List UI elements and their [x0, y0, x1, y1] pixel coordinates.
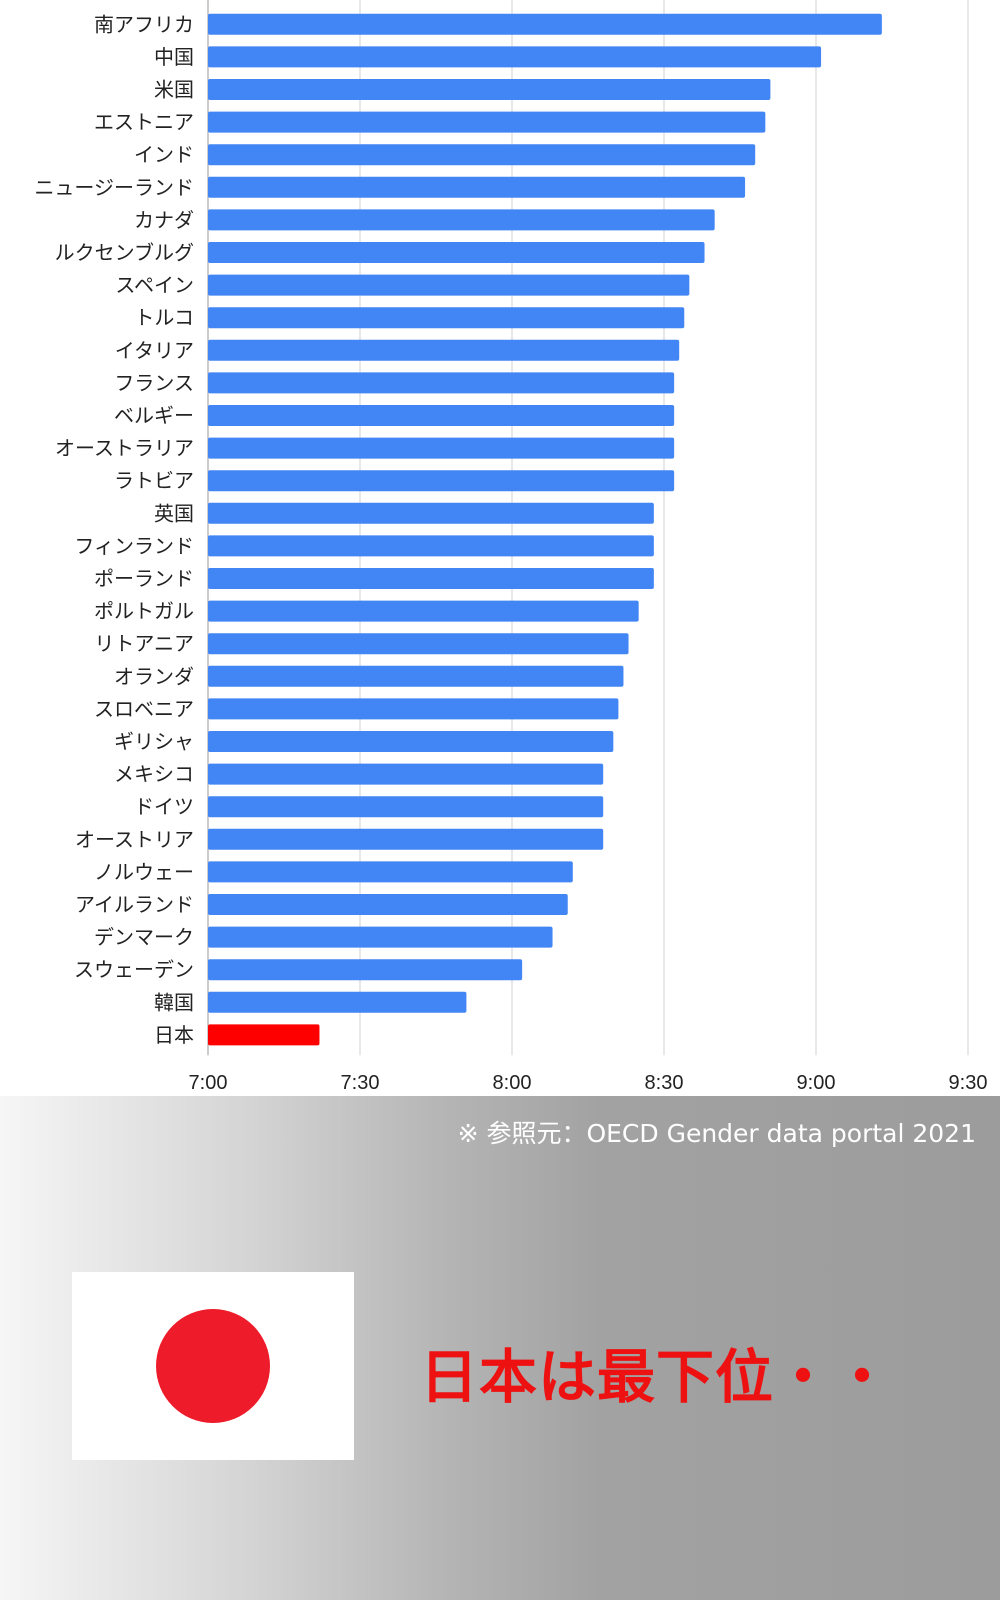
bar-ラトビア — [208, 470, 675, 492]
bar-ニュージーランド — [208, 176, 746, 198]
x-tick-label: 7:30 — [341, 1072, 380, 1094]
category-label: ギリシャ — [114, 730, 194, 754]
category-label: インド — [134, 143, 194, 167]
x-tick-label: 9:00 — [797, 1072, 836, 1094]
bar-ギリシャ — [208, 731, 614, 752]
bar-メキシコ — [208, 763, 604, 785]
category-label: フランス — [114, 371, 194, 395]
category-label: ポーランド — [94, 567, 194, 591]
bar-ノルウェー — [208, 861, 573, 883]
category-label: 英国 — [154, 501, 194, 525]
x-tick-label: 8:00 — [493, 1072, 532, 1094]
bar-ポルトガル — [208, 600, 639, 622]
category-label: カナダ — [134, 208, 194, 232]
category-label: ドイツ — [134, 795, 194, 819]
x-tick-label: 8:30 — [645, 1072, 684, 1094]
x-tick-label: 7:00 — [189, 1072, 228, 1094]
bar-南アフリカ — [208, 13, 882, 35]
source-note: ※ 参照元：OECD Gender data portal 2021 — [457, 1119, 976, 1148]
category-label: オランダ — [114, 664, 194, 688]
category-label: ラトビア — [114, 469, 194, 493]
category-label: トルコ — [134, 306, 194, 330]
category-label: ノルウェー — [94, 860, 194, 884]
bar-ドイツ — [208, 796, 604, 818]
bar-米国 — [208, 79, 771, 100]
bar-インド — [208, 144, 756, 166]
bar-デンマーク — [208, 926, 553, 948]
bar-スロベニア — [208, 698, 619, 720]
category-label: 中国 — [154, 45, 194, 69]
bar-トルコ — [208, 307, 685, 329]
bottom-panel: ※ 参照元：OECD Gender data portal 2021 日本は最下… — [0, 1096, 1000, 1600]
bar-ポーランド — [208, 568, 654, 589]
category-label: ニュージーランド — [34, 175, 194, 199]
category-label: スウェーデン — [74, 958, 194, 982]
flag-red-disc — [156, 1309, 270, 1423]
category-label: ポルトガル — [94, 599, 194, 623]
category-label: イタリア — [115, 338, 194, 362]
bar-ルクセンブルグ — [208, 242, 705, 263]
headline: 日本は最下位・・ — [420, 1343, 893, 1411]
bar-ベルギー — [208, 405, 675, 426]
sleep-time-bar-chart: 南アフリカ中国米国エストニアインドニュージーランドカナダルクセンブルグスペイント… — [34, 0, 988, 1095]
bar-日本 — [208, 1024, 320, 1046]
category-label: フィンランド — [74, 534, 194, 558]
bar-中国 — [208, 46, 822, 68]
x-tick-label: 9:30 — [949, 1072, 988, 1094]
category-label: オーストラリア — [55, 436, 194, 460]
category-label: オーストリア — [75, 827, 194, 851]
bar-カナダ — [208, 209, 715, 231]
bar-フィンランド — [208, 535, 654, 557]
category-label: ベルギー — [114, 404, 194, 428]
chart-svg: 南アフリカ中国米国エストニアインドニュージーランドカナダルクセンブルグスペイント… — [34, 0, 988, 1094]
category-label: メキシコ — [114, 762, 194, 786]
japan-flag-icon — [72, 1272, 354, 1460]
bar-オーストリア — [208, 828, 604, 850]
category-label: ルクセンブルグ — [55, 241, 194, 265]
category-label: スペイン — [115, 273, 194, 297]
category-label: スロベニア — [94, 697, 194, 721]
category-label: リトアニア — [94, 632, 194, 656]
bar-リトアニア — [208, 633, 629, 655]
bar-韓国 — [208, 991, 467, 1013]
bar-アイルランド — [208, 894, 568, 915]
category-label: 韓国 — [154, 990, 194, 1014]
bar-スウェーデン — [208, 959, 523, 981]
category-label: デンマーク — [94, 925, 194, 949]
category-label: 米国 — [154, 78, 194, 102]
bar-フランス — [208, 372, 675, 394]
bar-エストニア — [208, 111, 766, 133]
bar-英国 — [208, 502, 654, 524]
bar-オーストラリア — [208, 437, 675, 459]
bar-イタリア — [208, 339, 680, 361]
category-label: 南アフリカ — [94, 12, 194, 36]
bar-スペイン — [208, 274, 690, 296]
category-label: アイルランド — [75, 893, 194, 917]
category-label: 日本 — [154, 1023, 194, 1047]
category-label: エストニア — [94, 110, 194, 134]
bar-オランダ — [208, 665, 624, 687]
